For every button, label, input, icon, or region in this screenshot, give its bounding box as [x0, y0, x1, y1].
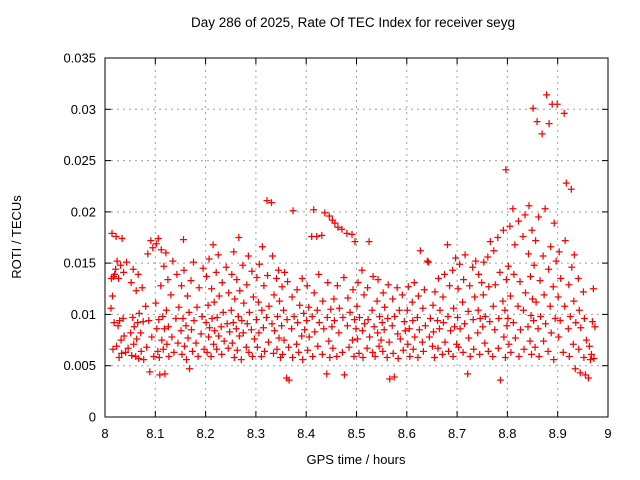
y-tick-label: 0.005: [63, 358, 96, 373]
x-tick-label: 8.1: [146, 426, 164, 441]
x-tick-label: 8.6: [398, 426, 416, 441]
x-tick-label: 9: [604, 426, 611, 441]
y-tick-label: 0.03: [71, 102, 96, 117]
scatter-points: [107, 91, 599, 384]
x-tick-labels: 8 8.1 8.2 8.3 8.4 8.5 8.6 8.7 8.8 8.9 9: [101, 426, 611, 441]
y-tick-label: 0.015: [63, 256, 96, 271]
x-tick-label: 8.4: [297, 426, 315, 441]
x-tick-label: 8.2: [197, 426, 215, 441]
chart-title: Day 286 of 2025, Rate Of TEC Index for r…: [191, 15, 515, 30]
y-tick-label: 0.02: [71, 204, 96, 219]
x-tick-label: 8.7: [448, 426, 466, 441]
y-tick-label: 0.035: [63, 51, 96, 66]
x-axis-label: GPS time / hours: [307, 452, 406, 467]
grid-lines: [105, 58, 608, 417]
x-tick-label: 8.8: [498, 426, 516, 441]
y-tick-label: 0: [89, 410, 96, 425]
x-tick-label: 8.3: [247, 426, 265, 441]
y-axis-label: ROTI / TECUs: [9, 195, 24, 279]
y-tick-labels: 0 0.005 0.01 0.015 0.02 0.025 0.03 0.035: [63, 51, 96, 425]
y-tick-label: 0.025: [63, 153, 96, 168]
plot-border: [104, 57, 609, 418]
y-tick-label: 0.01: [71, 307, 96, 322]
x-tick-label: 8.9: [549, 426, 567, 441]
x-tick-label: 8: [101, 426, 108, 441]
x-tick-label: 8.5: [347, 426, 365, 441]
axis-ticks: [104, 57, 609, 418]
